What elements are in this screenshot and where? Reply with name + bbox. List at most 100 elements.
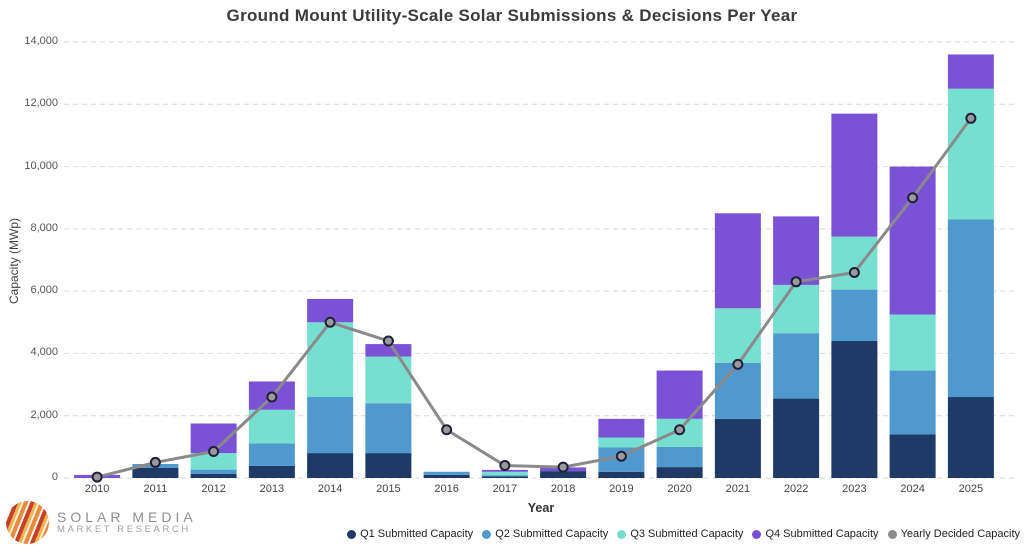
- x-tick-label-2012: 2012: [201, 483, 226, 495]
- bar-segment-2015-q1[interactable]: [365, 453, 412, 478]
- bar-segment-2023-q1[interactable]: [831, 340, 878, 478]
- x-tick-label-2016: 2016: [434, 483, 459, 495]
- legend-label: Yearly Decided Capacity: [900, 528, 1020, 540]
- decided-capacity-marker-2021[interactable]: [732, 358, 744, 370]
- logo-subtitle: MARKET RESEARCH: [57, 523, 191, 535]
- bar-segment-2020-q2[interactable]: [656, 446, 703, 468]
- bar-segment-2022-q4[interactable]: [773, 216, 820, 285]
- legend-label: Q4 Submitted Capacity: [765, 528, 879, 540]
- decided-capacity-marker-2010[interactable]: [91, 471, 103, 483]
- decided-capacity-marker-2012[interactable]: [208, 446, 220, 458]
- x-tick-label-2024: 2024: [900, 483, 925, 495]
- y-tick-label: 8,000: [30, 221, 58, 234]
- bar-segment-2024-q2[interactable]: [889, 370, 936, 435]
- bar-segment-2021-q2[interactable]: [714, 362, 761, 419]
- x-tick-label-2013: 2013: [259, 483, 285, 495]
- bar-segment-2019-q1[interactable]: [598, 471, 645, 478]
- decided-capacity-line: [96, 117, 973, 479]
- bar-segment-2017-q3[interactable]: [481, 471, 528, 476]
- bar-segment-2019-q4[interactable]: [598, 418, 645, 438]
- bar-segment-2014-q4[interactable]: [307, 298, 354, 323]
- decided-capacity-marker-2014[interactable]: [324, 316, 336, 328]
- chart-legend: Q1 Submitted Capacity Q2 Submitted Capaci…: [290, 524, 1020, 544]
- solar-media-logo: SOLAR MEDIA MARKET RESEARCH: [6, 501, 197, 544]
- bar-segment-2025-q1[interactable]: [947, 397, 994, 478]
- legend-label: Q2 Submitted Capacity: [495, 528, 609, 540]
- bar-segment-2024-q1[interactable]: [889, 434, 936, 478]
- bar-segment-2025-q4[interactable]: [947, 54, 994, 89]
- legend-item-q2-submitted-capacity[interactable]: Q2 Submitted Capacity: [482, 528, 608, 540]
- bar-segment-2022-q2[interactable]: [773, 333, 820, 399]
- bar-segment-2016-q1[interactable]: [423, 474, 470, 478]
- legend-swatch-icon: [887, 529, 897, 539]
- bar-segment-2018-q1[interactable]: [540, 471, 587, 478]
- bar-segment-2013-q3[interactable]: [248, 409, 295, 444]
- decided-capacity-marker-2013[interactable]: [266, 391, 278, 403]
- bar-segment-2015-q4[interactable]: [365, 344, 412, 357]
- decided-capacity-marker-2018[interactable]: [557, 461, 569, 473]
- x-tick-label-2018: 2018: [550, 483, 576, 495]
- bar-segment-2012-q2[interactable]: [190, 469, 237, 474]
- bar-segment-2013-q2[interactable]: [248, 443, 295, 466]
- bar-segment-2023-q3[interactable]: [831, 236, 878, 290]
- bar-segment-2020-q1[interactable]: [656, 467, 703, 478]
- legend-swatch-icon: [482, 529, 492, 539]
- x-tick-label-2023: 2023: [842, 483, 867, 495]
- solar-media-logo-icon: [6, 501, 49, 544]
- bar-segment-2014-q3[interactable]: [307, 322, 354, 398]
- bar-segment-2014-q1[interactable]: [307, 453, 354, 478]
- decided-capacity-marker-2011[interactable]: [149, 456, 161, 468]
- bar-segment-2016-q2[interactable]: [423, 471, 470, 475]
- logo-title: SOLAR MEDIA: [57, 508, 197, 525]
- bar-segment-2023-q4[interactable]: [831, 113, 878, 237]
- bar-segment-2021-q1[interactable]: [714, 418, 761, 478]
- bar-segment-2019-q3[interactable]: [598, 437, 645, 448]
- bar-segment-2021-q3[interactable]: [714, 308, 761, 363]
- bar-segment-2014-q2[interactable]: [307, 397, 354, 454]
- legend-item-q3-submitted-capacity[interactable]: Q3 Submitted Capacity: [617, 528, 743, 540]
- x-tick-label-2017: 2017: [492, 483, 518, 495]
- decided-capacity-marker-2016[interactable]: [441, 424, 453, 436]
- x-tick-label-2025: 2025: [958, 483, 984, 495]
- bar-segment-2017-q2[interactable]: [481, 475, 528, 477]
- legend-item-q4-submitted-capacity[interactable]: Q4 Submitted Capacity: [752, 528, 879, 540]
- bar-segment-2025-q3[interactable]: [947, 88, 994, 220]
- bar-segment-2022-q1[interactable]: [773, 398, 820, 478]
- x-tick-label-2022: 2022: [783, 483, 809, 495]
- legend-label: Q3 Submitted Capacity: [630, 528, 744, 540]
- decided-capacity-marker-2024[interactable]: [907, 192, 919, 204]
- decided-capacity-marker-2025[interactable]: [965, 112, 977, 124]
- bar-segment-2017-q1[interactable]: [481, 476, 528, 478]
- decided-capacity-marker-2017[interactable]: [499, 460, 511, 472]
- legend-item-yearly-decided-capacity[interactable]: Yearly Decided Capacity: [887, 528, 1020, 540]
- bar-segment-2015-q2[interactable]: [365, 403, 412, 454]
- y-tick-label: 12,000: [24, 97, 58, 110]
- bar-segment-2012-q3[interactable]: [190, 453, 237, 470]
- chart-title: Ground Mount Utility-Scale Solar Submiss…: [226, 6, 798, 25]
- y-tick-label: 0: [51, 471, 58, 483]
- x-tick-label-2019: 2019: [609, 483, 634, 495]
- bar-segment-2012-q1[interactable]: [190, 473, 237, 478]
- bar-segment-2024-q4[interactable]: [889, 166, 936, 315]
- legend-item-q1-submitted-capacity[interactable]: Q1 Submitted Capacity: [347, 528, 473, 540]
- legend-swatch-icon: [347, 529, 357, 539]
- bar-segment-2021-q4[interactable]: [714, 213, 761, 309]
- bar-segment-2023-q2[interactable]: [831, 289, 878, 341]
- y-tick-label: 4,000: [30, 346, 58, 359]
- bar-segment-2025-q2[interactable]: [947, 219, 994, 398]
- x-tick-label-2020: 2020: [667, 483, 692, 495]
- decided-capacity-marker-2015[interactable]: [382, 335, 394, 347]
- bar-segment-2013-q1[interactable]: [248, 465, 295, 478]
- decided-capacity-marker-2022[interactable]: [790, 276, 802, 288]
- bar-segment-2022-q3[interactable]: [773, 284, 820, 334]
- x-tick-label-2011: 2011: [143, 483, 168, 495]
- x-tick-label-2010: 2010: [84, 483, 110, 495]
- decided-capacity-marker-2023[interactable]: [848, 266, 860, 278]
- decided-capacity-marker-2019[interactable]: [615, 450, 627, 462]
- bar-segment-2011-q1[interactable]: [132, 467, 179, 478]
- decided-capacity-marker-2020[interactable]: [674, 424, 686, 436]
- legend-label: Q1 Submitted Capacity: [360, 528, 474, 540]
- bar-segment-2024-q3[interactable]: [889, 314, 936, 371]
